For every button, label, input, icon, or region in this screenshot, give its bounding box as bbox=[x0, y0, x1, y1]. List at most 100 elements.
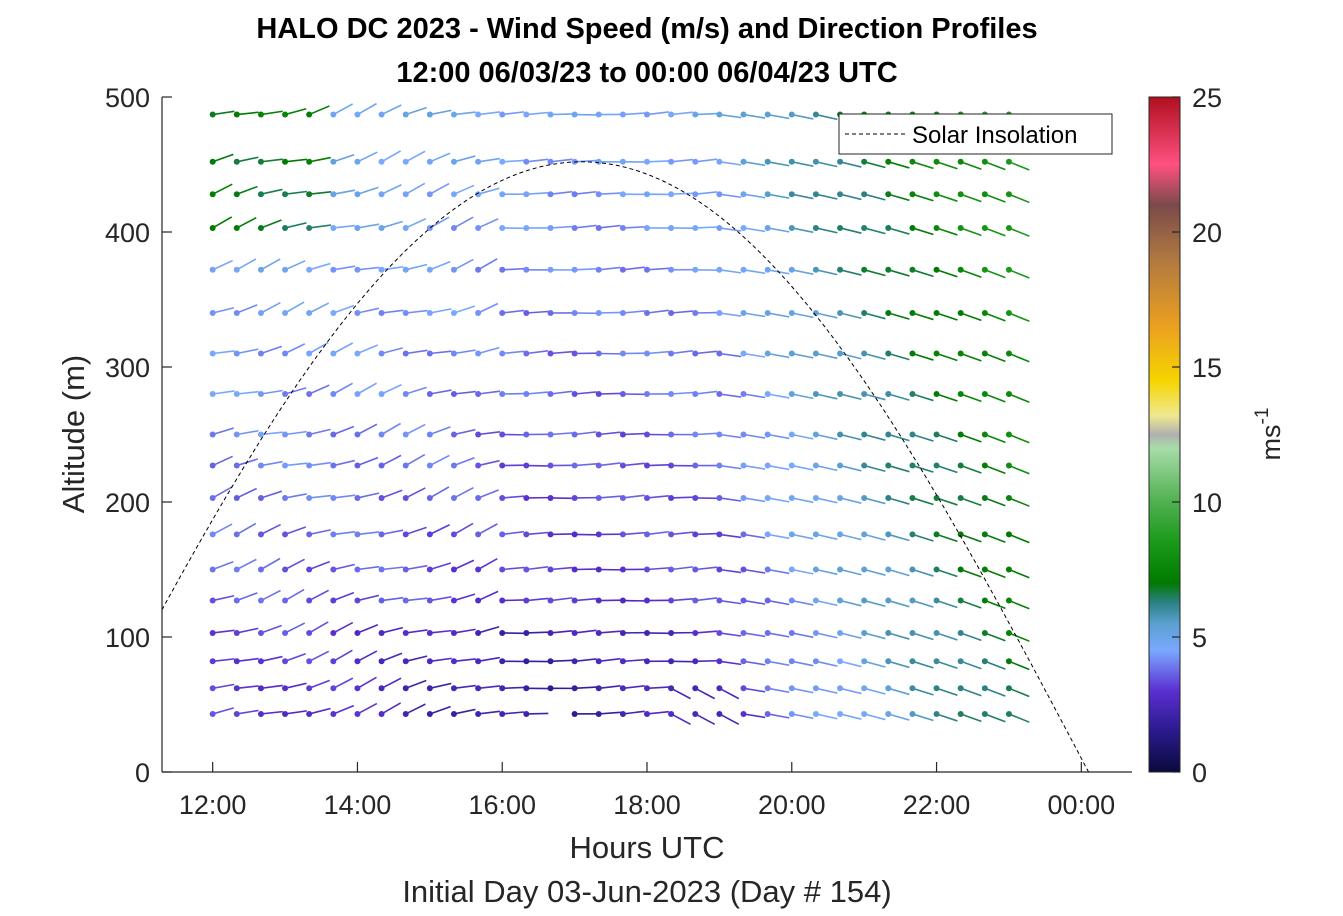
wind-vector-head bbox=[427, 685, 433, 691]
wind-vector-head bbox=[765, 310, 771, 316]
wind-vector-head bbox=[548, 463, 554, 469]
wind-vector-head bbox=[258, 495, 264, 501]
wind-vector-head bbox=[210, 391, 216, 397]
wind-vector-head bbox=[909, 225, 915, 231]
wind-vector-head bbox=[234, 351, 240, 357]
colorbar-label: ms-1 bbox=[1252, 408, 1286, 461]
wind-vector-head bbox=[692, 495, 698, 501]
wind-vector-head bbox=[982, 463, 988, 469]
wind-vector-head bbox=[330, 685, 336, 691]
wind-vector-head bbox=[668, 267, 674, 273]
wind-vector-head bbox=[716, 391, 722, 397]
wind-vector-head bbox=[210, 159, 216, 165]
wind-vector-head bbox=[958, 567, 964, 573]
wind-vector-tail bbox=[623, 434, 645, 435]
wind-vector-head bbox=[234, 159, 240, 165]
wind-vector-head bbox=[644, 391, 650, 397]
wind-vector-head bbox=[306, 191, 312, 197]
wind-vector-head bbox=[861, 495, 867, 501]
wind-vector-head bbox=[668, 225, 674, 231]
wind-vector-head bbox=[306, 567, 312, 573]
wind-vector-head bbox=[451, 351, 457, 357]
wind-vector-head bbox=[716, 567, 722, 573]
wind-vector-head bbox=[958, 225, 964, 231]
wind-vector-head bbox=[813, 685, 819, 691]
wind-vector-head bbox=[234, 630, 240, 636]
wind-vector-head bbox=[668, 159, 674, 165]
wind-vector-head bbox=[572, 391, 578, 397]
legend-entry-solar-insolation: Solar Insolation bbox=[912, 122, 1077, 149]
wind-vector-head bbox=[1006, 463, 1012, 469]
wind-vector-head bbox=[837, 463, 843, 469]
wind-vector-head bbox=[427, 598, 433, 604]
wind-vector-head bbox=[765, 225, 771, 231]
wind-vector-head bbox=[740, 598, 746, 604]
wind-vector-head bbox=[668, 191, 674, 197]
wind-vector-head bbox=[282, 191, 288, 197]
wind-vector-head bbox=[475, 159, 481, 165]
wind-vector-head bbox=[572, 711, 578, 717]
wind-vector-head bbox=[475, 658, 481, 664]
wind-vector-head bbox=[234, 685, 240, 691]
wind-vector-head bbox=[282, 112, 288, 118]
wind-vector-head bbox=[789, 225, 795, 231]
wind-vector-head bbox=[837, 432, 843, 438]
wind-vector-head bbox=[885, 658, 891, 664]
wind-vector-head bbox=[644, 351, 650, 357]
wind-vector-head bbox=[740, 567, 746, 573]
wind-vector-head bbox=[982, 598, 988, 604]
wind-vector-head bbox=[499, 191, 505, 197]
wind-vector-head bbox=[427, 495, 433, 501]
wind-vector-head bbox=[210, 711, 216, 717]
wind-vector-head bbox=[210, 630, 216, 636]
wind-vector-head bbox=[740, 463, 746, 469]
wind-vector-tail bbox=[551, 114, 573, 115]
wind-vector-head bbox=[330, 598, 336, 604]
x-tick-label: 12:00 bbox=[179, 790, 247, 820]
wind-vector-head bbox=[451, 567, 457, 573]
wind-vector-head bbox=[861, 531, 867, 537]
wind-vector-head bbox=[403, 685, 409, 691]
wind-vector-head bbox=[572, 598, 578, 604]
wind-vector-head bbox=[379, 685, 385, 691]
colorbar-tick-label: 0 bbox=[1192, 758, 1207, 788]
wind-vector-tail bbox=[599, 393, 621, 394]
wind-vector-head bbox=[330, 711, 336, 717]
wind-vector-head bbox=[885, 310, 891, 316]
wind-vector-head bbox=[716, 463, 722, 469]
wind-vector-head bbox=[813, 351, 819, 357]
wind-vector-head bbox=[282, 225, 288, 231]
wind-vector-head bbox=[813, 159, 819, 165]
wind-vector-head bbox=[306, 711, 312, 717]
wind-vector-head bbox=[596, 658, 602, 664]
wind-vector-head bbox=[716, 351, 722, 357]
wind-vector-head bbox=[620, 391, 626, 397]
wind-vector-head bbox=[789, 711, 795, 717]
wind-vector-head bbox=[982, 432, 988, 438]
wind-vector-head bbox=[379, 351, 385, 357]
wind-vector-head bbox=[885, 225, 891, 231]
wind-vector-head bbox=[692, 351, 698, 357]
wind-vector-head bbox=[499, 310, 505, 316]
wind-vector-head bbox=[740, 112, 746, 118]
wind-vector-head bbox=[1006, 495, 1012, 501]
wind-vector-head bbox=[596, 267, 602, 273]
wind-vector-head bbox=[861, 630, 867, 636]
legend: Solar Insolation bbox=[839, 114, 1112, 154]
wind-vector-head bbox=[330, 463, 336, 469]
wind-vector-head bbox=[861, 432, 867, 438]
wind-vector-head bbox=[765, 598, 771, 604]
wind-vector-head bbox=[740, 159, 746, 165]
wind-vector-head bbox=[789, 658, 795, 664]
wind-vector-head bbox=[668, 567, 674, 573]
wind-vector-head bbox=[282, 391, 288, 397]
wind-vector-head bbox=[258, 685, 264, 691]
wind-vector-head bbox=[909, 531, 915, 537]
wind-vector-head bbox=[499, 432, 505, 438]
wind-vector-head bbox=[306, 225, 312, 231]
wind-vector-tail bbox=[502, 600, 524, 601]
wind-vector-head bbox=[789, 685, 795, 691]
